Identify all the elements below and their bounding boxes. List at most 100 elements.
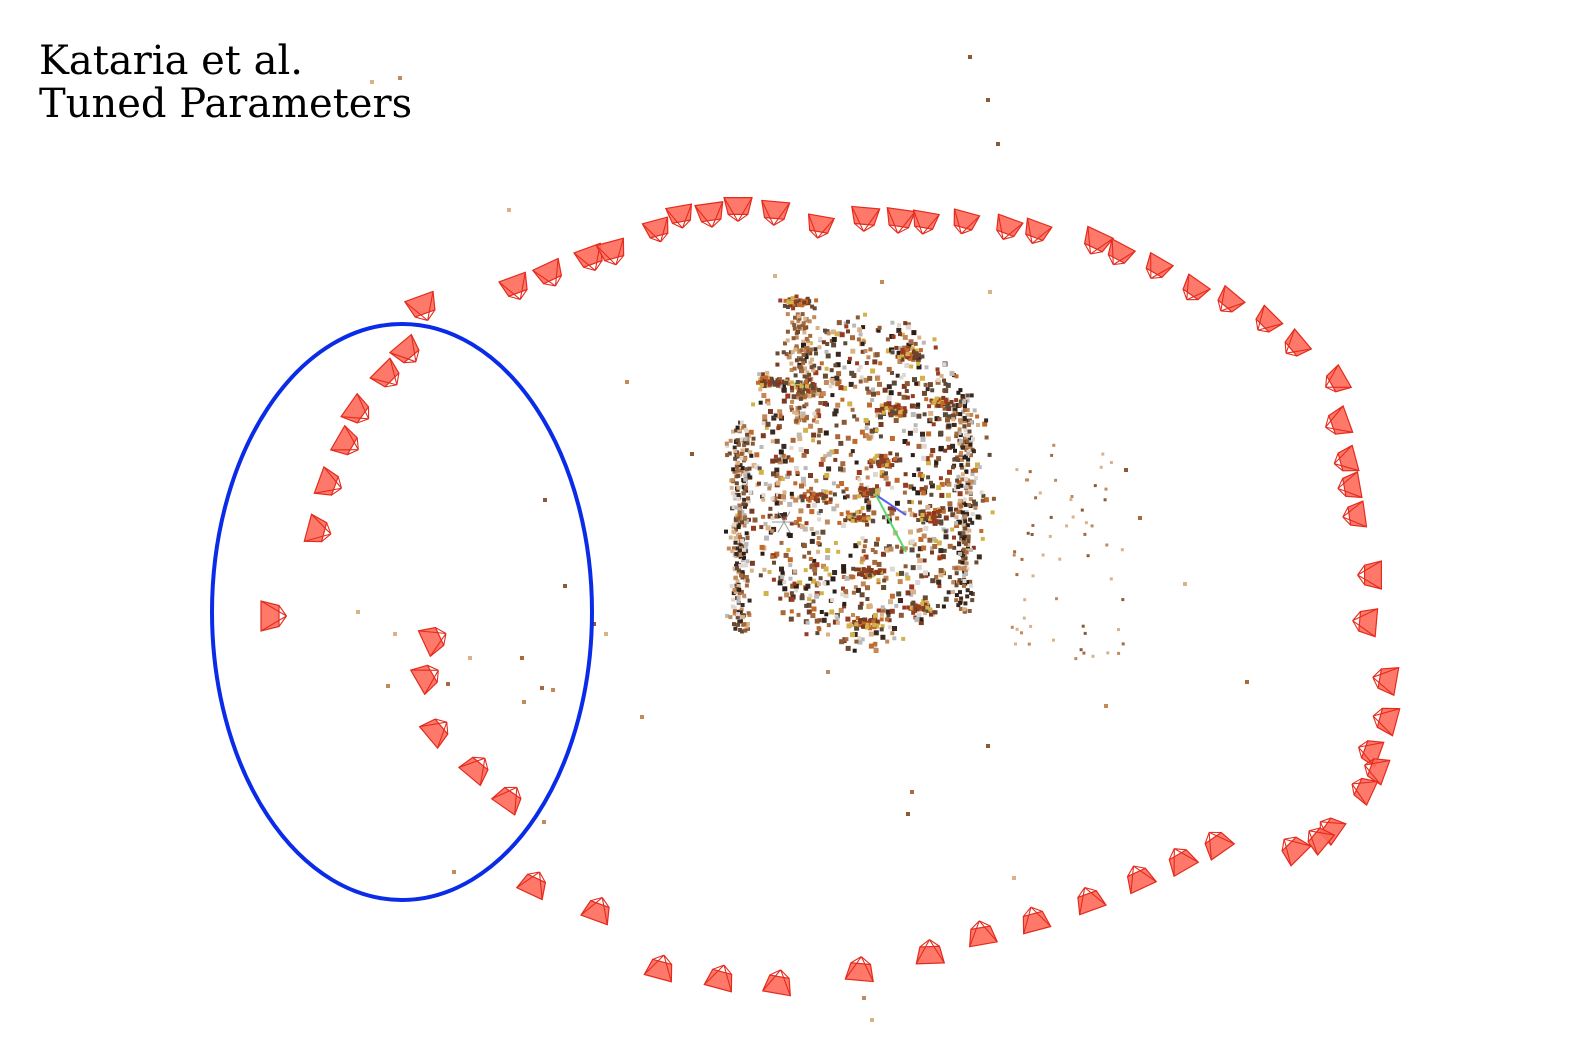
cloud-point bbox=[980, 498, 985, 503]
cloud-point bbox=[932, 511, 936, 515]
cloud-point bbox=[771, 577, 776, 582]
cloud-point bbox=[1070, 495, 1074, 498]
cloud-point bbox=[727, 451, 732, 456]
cloud-point bbox=[810, 357, 814, 362]
camera-frustum-icon bbox=[409, 664, 439, 696]
cloud-point bbox=[802, 554, 807, 559]
cloud-point bbox=[792, 326, 797, 331]
cloud-point bbox=[781, 514, 787, 520]
cloud-point bbox=[828, 490, 833, 495]
cloud-point bbox=[799, 390, 804, 395]
cloud-point bbox=[861, 516, 866, 521]
cloud-point bbox=[1015, 573, 1019, 577]
cloud-point bbox=[757, 466, 762, 471]
cloud-point bbox=[970, 598, 975, 603]
cloud-point bbox=[917, 546, 923, 552]
cloud-point bbox=[733, 449, 738, 453]
cloud-point bbox=[842, 365, 847, 370]
cloud-point bbox=[811, 491, 816, 496]
cloud-point bbox=[817, 428, 823, 433]
cloud-point bbox=[936, 400, 941, 405]
cloud-point bbox=[792, 569, 797, 574]
cloud-point bbox=[887, 411, 892, 416]
cloud-point bbox=[962, 408, 967, 412]
cloud-point bbox=[736, 441, 741, 446]
cloud-point bbox=[774, 513, 780, 519]
cloud-point bbox=[851, 512, 856, 517]
cloud-point bbox=[865, 522, 870, 527]
cloud-point bbox=[880, 280, 884, 284]
cloud-point bbox=[872, 613, 878, 618]
cloud-point bbox=[834, 423, 839, 428]
cloud-point bbox=[734, 505, 739, 510]
cloud-point bbox=[811, 393, 816, 398]
cloud-point bbox=[955, 565, 961, 571]
cloud-point bbox=[884, 463, 889, 468]
cloud-point bbox=[747, 466, 752, 471]
cloud-point bbox=[966, 433, 971, 438]
cloud-point bbox=[958, 403, 963, 408]
cloud-point bbox=[393, 632, 397, 636]
camera-frustum-icon bbox=[1333, 444, 1360, 472]
cloud-point bbox=[874, 375, 880, 381]
cloud-point bbox=[863, 486, 868, 491]
cloud-point bbox=[757, 372, 762, 377]
cloud-point bbox=[970, 520, 975, 525]
cloud-point bbox=[772, 382, 777, 387]
cloud-point bbox=[785, 312, 790, 317]
cloud-point bbox=[886, 384, 892, 390]
cloud-point bbox=[970, 512, 975, 517]
camera-frustum-icon bbox=[340, 392, 370, 424]
cloud-point bbox=[795, 470, 800, 475]
cloud-point bbox=[1012, 553, 1016, 557]
cloud-point bbox=[816, 541, 821, 546]
cloud-point bbox=[824, 580, 830, 586]
cloud-point bbox=[945, 417, 950, 423]
cloud-point bbox=[909, 500, 914, 505]
cloud-point bbox=[745, 432, 750, 437]
cloud-point bbox=[739, 589, 744, 594]
cloud-point bbox=[830, 329, 836, 335]
cloud-point bbox=[904, 363, 910, 368]
cloud-point bbox=[829, 377, 835, 383]
cloud-point bbox=[1031, 524, 1035, 527]
cloud-point bbox=[913, 423, 918, 428]
cloud-point bbox=[902, 345, 907, 350]
cloud-point bbox=[984, 435, 989, 440]
camera-frustum-icon bbox=[761, 969, 791, 997]
cloud-point bbox=[775, 351, 780, 356]
cloud-point bbox=[794, 335, 799, 340]
camera-frustum-icon bbox=[388, 333, 420, 364]
cloud-point bbox=[736, 595, 741, 600]
cloud-point bbox=[754, 464, 760, 470]
cloud-point bbox=[951, 403, 956, 408]
cloud-point bbox=[751, 436, 756, 441]
cloud-point bbox=[914, 603, 919, 608]
cloud-point bbox=[888, 406, 893, 411]
cloud-point bbox=[756, 380, 760, 385]
cloud-point bbox=[843, 518, 848, 523]
cloud-point bbox=[733, 456, 738, 461]
cloud-point bbox=[798, 447, 804, 452]
cloud-point bbox=[780, 610, 786, 616]
cloud-point bbox=[956, 603, 961, 608]
camera-frustum-icon bbox=[1325, 363, 1353, 393]
cloud-point bbox=[903, 409, 908, 414]
cloud-point bbox=[936, 403, 941, 408]
cloud-point bbox=[916, 528, 921, 533]
cloud-point bbox=[889, 436, 895, 441]
cloud-point bbox=[878, 361, 883, 366]
cloud-point bbox=[761, 393, 767, 398]
cloud-point bbox=[835, 503, 840, 508]
cloud-point bbox=[880, 406, 884, 411]
cloud-point bbox=[987, 452, 992, 457]
cloud-point bbox=[905, 355, 910, 360]
camera-frustum-icon bbox=[369, 357, 400, 388]
cloud-point bbox=[954, 507, 958, 512]
cloud-point bbox=[775, 362, 780, 367]
cloud-point bbox=[962, 424, 967, 429]
cloud-point bbox=[823, 328, 827, 333]
cloud-point bbox=[812, 363, 817, 368]
